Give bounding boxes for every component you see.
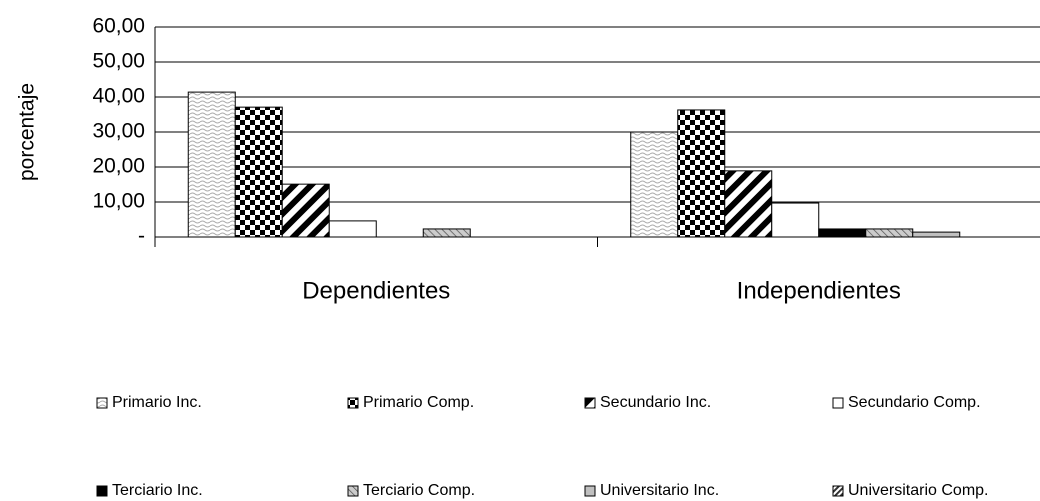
legend-label: Secundario Comp. (848, 394, 981, 411)
y-tick-label: 30,00 (92, 120, 145, 143)
legend-swatch (347, 397, 359, 409)
legend-swatch (584, 397, 596, 409)
legend-swatch (832, 397, 844, 409)
bar (724, 170, 773, 238)
bar (187, 91, 236, 238)
bar (422, 228, 471, 238)
y-tick-label: 20,00 (92, 155, 145, 178)
legend-label: Universitario Inc. (600, 482, 719, 499)
legend-label: Secundario Inc. (600, 394, 711, 411)
legend-label: Primario Inc. (112, 394, 202, 411)
bar (281, 183, 330, 238)
legend-swatch (347, 485, 359, 497)
y-tick-label: 10,00 (92, 190, 145, 213)
legend-swatch (96, 485, 108, 497)
y-tick-label: 40,00 (92, 85, 145, 108)
legend-label: Universitario Comp. (848, 482, 988, 499)
legend-label: Primario Comp. (363, 394, 474, 411)
bar (818, 228, 867, 238)
bar (630, 131, 679, 238)
bar (771, 202, 820, 238)
y-tick-label: - (138, 225, 145, 248)
legend-swatch (832, 485, 844, 497)
legend-swatch (584, 485, 596, 497)
bar (234, 106, 283, 238)
legend-swatch (96, 397, 108, 409)
legend-label: Terciario Inc. (112, 482, 203, 499)
legend-label: Terciario Comp. (363, 482, 475, 499)
y-tick-label: 60,00 (92, 15, 145, 38)
bar (328, 220, 377, 238)
bar (912, 231, 961, 238)
x-tick-label: Independientes (737, 277, 901, 304)
x-tick-label: Dependientes (302, 277, 450, 304)
y-axis-label: porcentaje (16, 83, 39, 181)
bar (865, 228, 914, 238)
bar (677, 109, 726, 238)
y-tick-label: 50,00 (92, 50, 145, 73)
